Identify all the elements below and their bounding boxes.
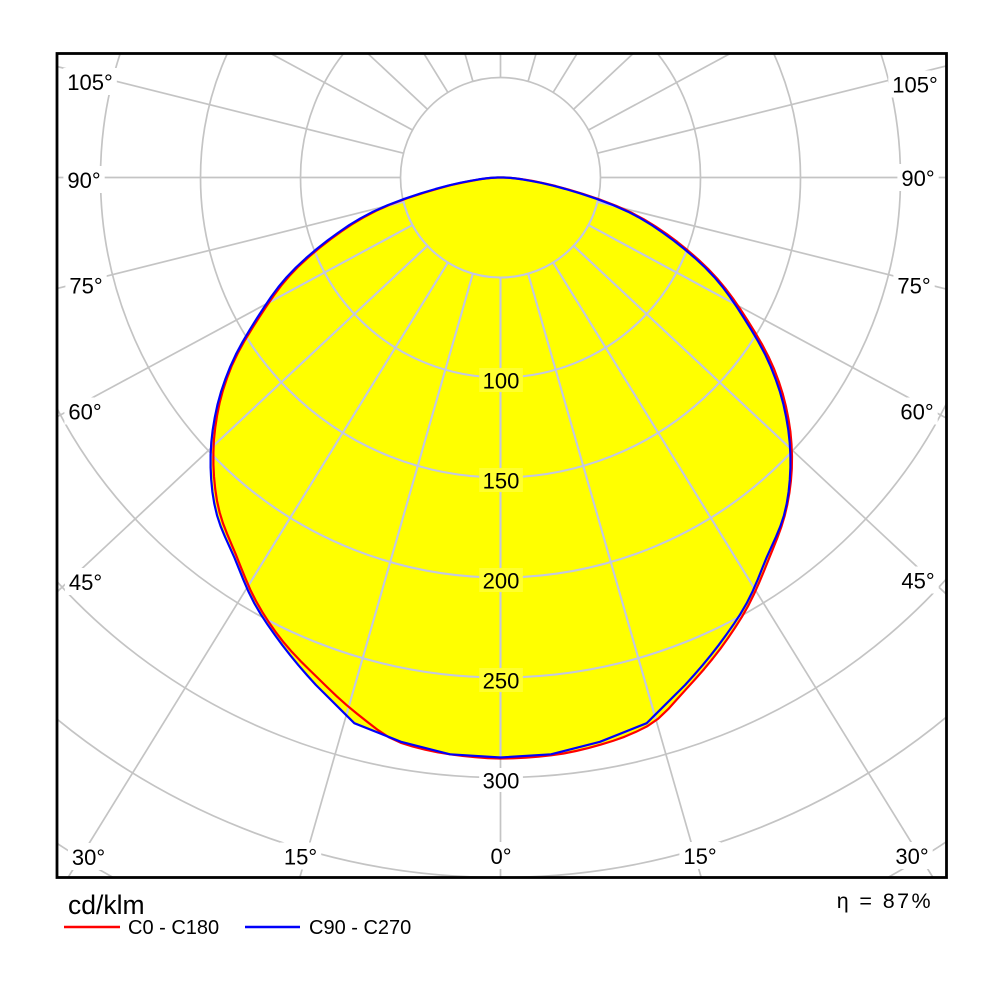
svg-text:15°: 15° — [284, 845, 317, 870]
svg-text:300: 300 — [483, 769, 520, 794]
svg-text:C90 - C270: C90 - C270 — [309, 917, 411, 939]
svg-text:105°: 105° — [67, 70, 113, 95]
svg-text:150: 150 — [483, 469, 520, 494]
svg-text:105°: 105° — [892, 73, 938, 98]
svg-text:15°: 15° — [683, 844, 716, 869]
svg-text:0°: 0° — [490, 844, 511, 869]
svg-text:90°: 90° — [67, 168, 100, 193]
svg-text:60°: 60° — [68, 400, 101, 425]
svg-text:C0 - C180: C0 - C180 — [128, 917, 219, 939]
svg-text:45°: 45° — [69, 570, 102, 595]
svg-text:75°: 75° — [897, 274, 930, 299]
svg-text:η = 87%: η = 87% — [837, 889, 933, 913]
svg-text:250: 250 — [483, 669, 520, 694]
svg-text:30°: 30° — [895, 844, 928, 869]
svg-text:cd/klm: cd/klm — [68, 890, 145, 920]
svg-text:100: 100 — [483, 369, 520, 394]
svg-text:90°: 90° — [901, 166, 934, 191]
svg-text:200: 200 — [483, 569, 520, 594]
svg-text:75°: 75° — [69, 274, 102, 299]
svg-text:60°: 60° — [900, 400, 933, 425]
svg-text:30°: 30° — [72, 845, 105, 870]
svg-text:45°: 45° — [901, 569, 934, 594]
